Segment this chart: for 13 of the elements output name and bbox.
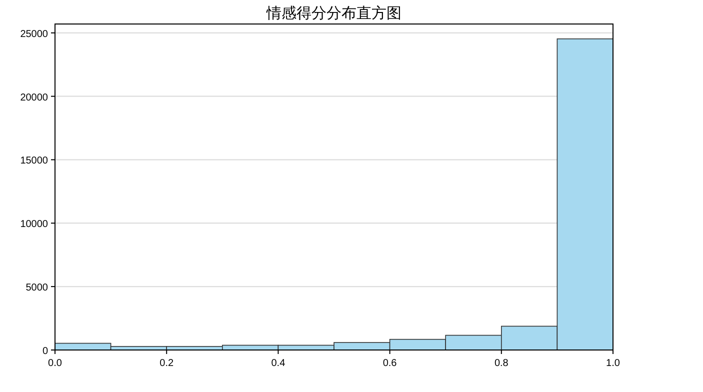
y-tick-label: 5000 [26, 282, 48, 294]
x-tick-label: 1.0 [606, 358, 620, 369]
chart-title: 情感得分分布直方图 [266, 5, 402, 22]
y-tick-label: 10000 [20, 219, 48, 230]
x-tick-label: 0.2 [160, 358, 174, 369]
y-tick-label: 15000 [20, 156, 48, 167]
x-tick-label: 0.4 [271, 358, 286, 369]
y-tick-label: 25000 [20, 28, 48, 40]
y-tick-label: 0 [42, 346, 48, 357]
x-tick-label: 0.8 [494, 358, 509, 369]
y-tick-label: 20000 [20, 92, 48, 104]
x-tick-label: 0.6 [382, 358, 398, 369]
x-tick-label: 0.0 [48, 358, 62, 369]
